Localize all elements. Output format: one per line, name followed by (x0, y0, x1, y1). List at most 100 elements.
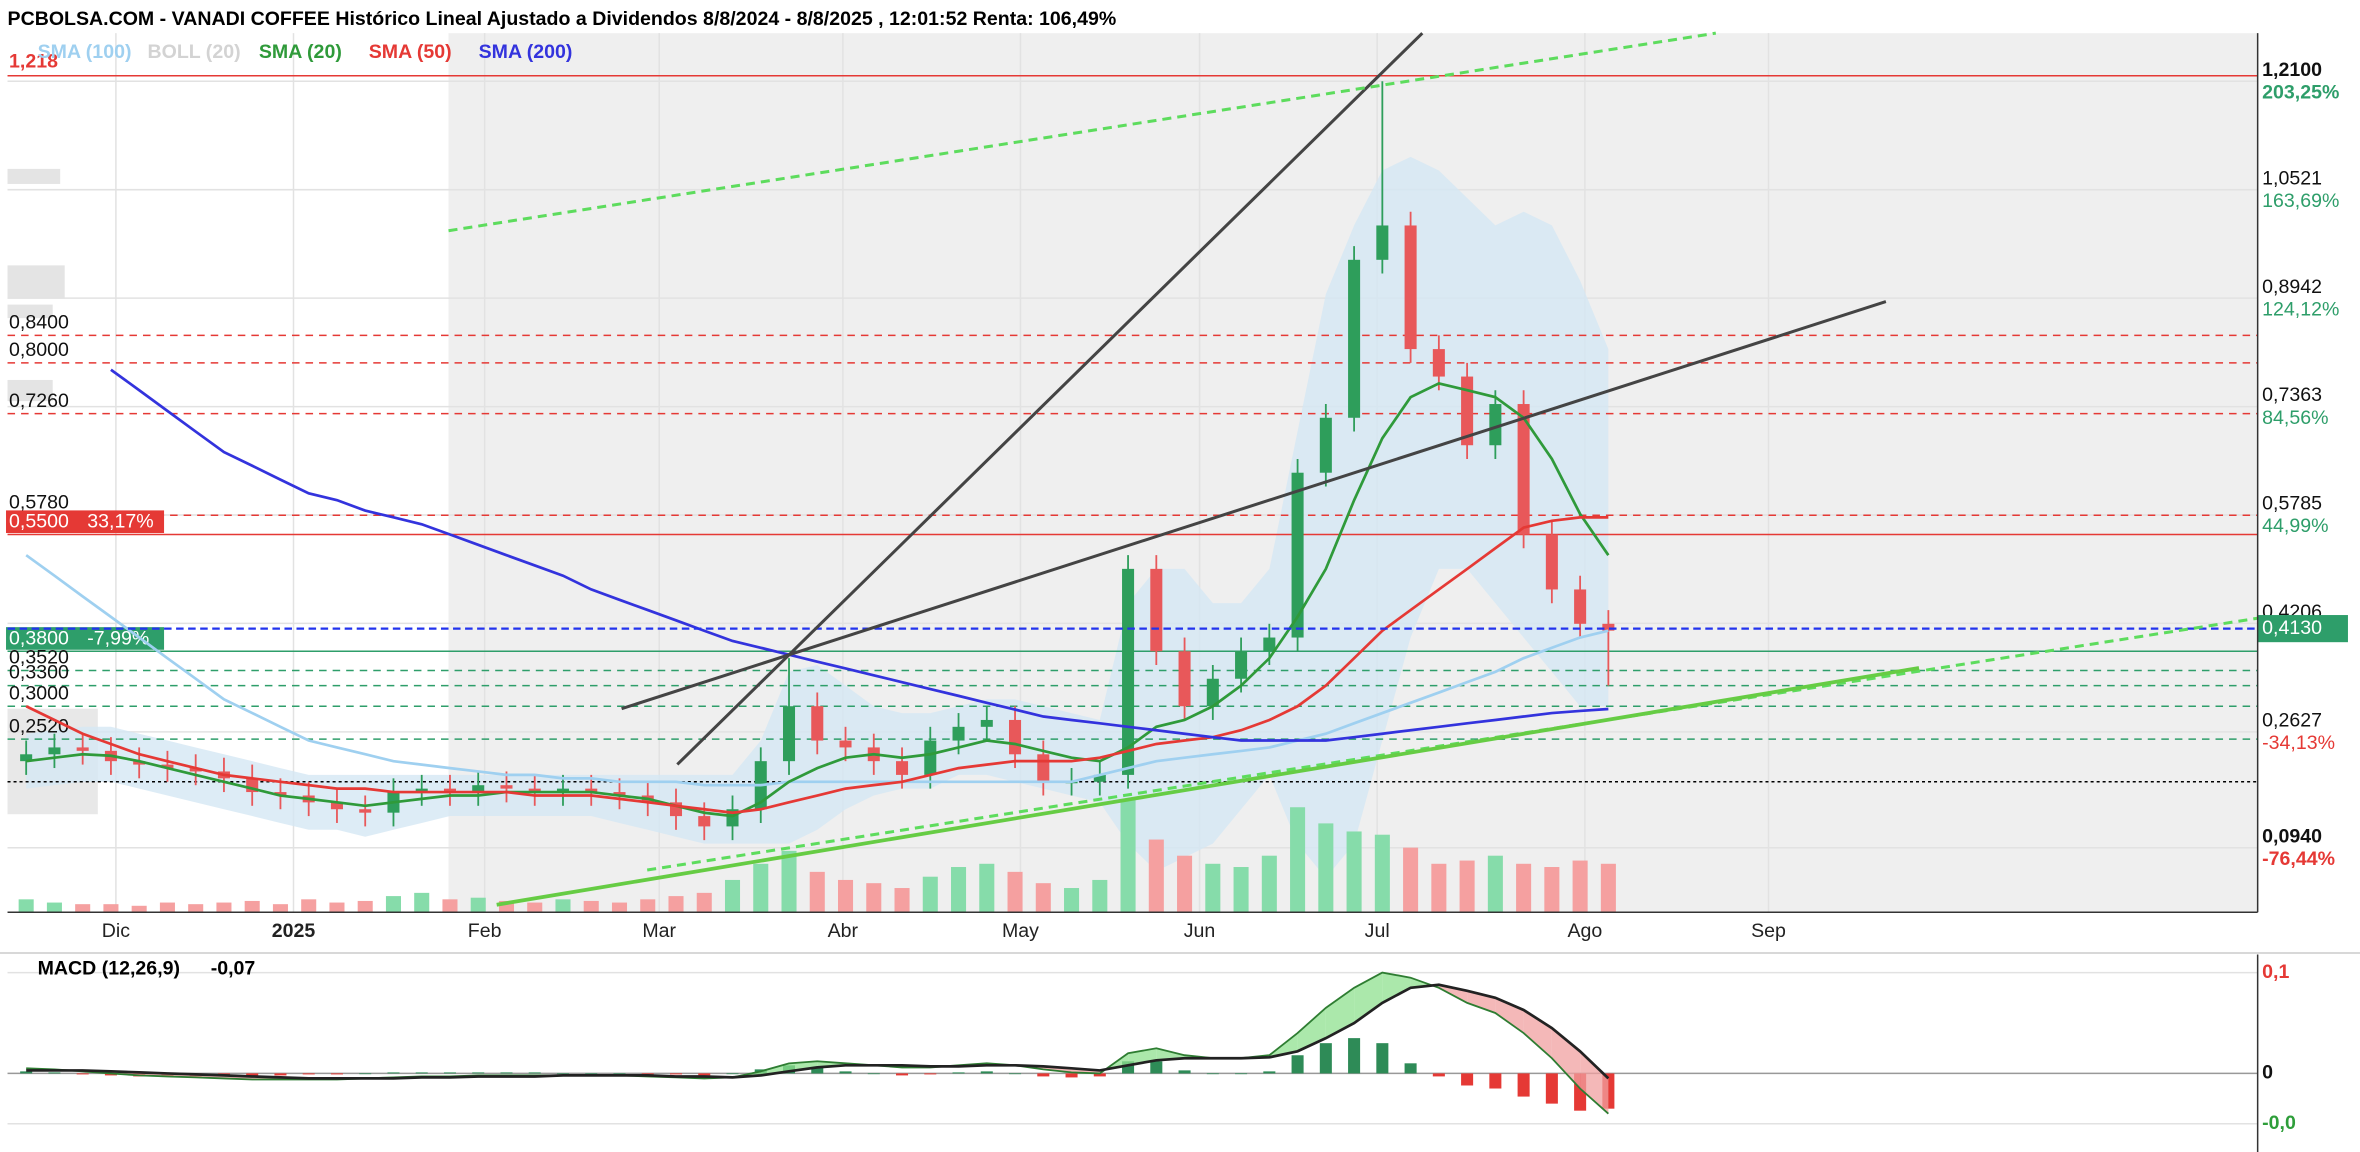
histogram-bar (1150, 1061, 1163, 1074)
volume-bar (1516, 863, 1532, 913)
y-tick-label: 0,2627 (2262, 709, 2322, 731)
volume-bar (1431, 863, 1447, 913)
sma-line (25, 554, 1609, 787)
volume-bar (414, 892, 430, 913)
trend-line (621, 300, 1887, 711)
histogram-bar (1404, 1063, 1417, 1074)
x-tick-label: Jun (1184, 920, 1216, 942)
candle-body (1348, 259, 1361, 418)
candle-body (1517, 404, 1530, 535)
level-label: 0,3000 (9, 682, 69, 704)
drawings-layer (448, 31, 2258, 907)
candle-body (1461, 376, 1474, 446)
level-label: 0,2520 (9, 715, 69, 737)
volume-bar (357, 900, 373, 913)
x-tick-label: Jul (1365, 920, 1390, 942)
x-tick-label: Sep (1751, 920, 1786, 942)
candle-body (20, 754, 33, 762)
candle-body (1235, 651, 1248, 679)
sma-line (26, 382, 1610, 818)
histogram-bar (1461, 1073, 1474, 1086)
volume-bar (527, 902, 543, 913)
histogram-bar (48, 1072, 61, 1074)
macd-fill (1495, 997, 1524, 1034)
histogram-bar (443, 1072, 456, 1074)
histogram-bar (980, 1071, 993, 1074)
histogram-bar (613, 1073, 626, 1075)
last-price-box (2257, 615, 2348, 643)
histogram-bar (1065, 1073, 1078, 1078)
volume-bar (696, 892, 712, 913)
volume-bar (555, 899, 571, 913)
histogram-bar (698, 1073, 711, 1076)
candle-body (980, 719, 993, 727)
y-tick-change: 44,99% (2262, 515, 2328, 537)
histogram-bar (1178, 1070, 1191, 1074)
support-line (496, 666, 1920, 907)
histogram-bar (359, 1073, 372, 1075)
last-price-label: 0,4130 (2262, 617, 2322, 639)
x-tick-label: May (1002, 920, 1039, 942)
histogram-bar (1235, 1073, 1248, 1075)
macd-fill (789, 1061, 818, 1072)
legend-entry: SMA (100) (38, 41, 132, 63)
volume-bar (894, 888, 910, 913)
volume-bar (75, 904, 91, 913)
volume-bar (1374, 834, 1390, 913)
y-tick-change: 124,12% (2262, 298, 2339, 320)
volume-bar (301, 899, 317, 913)
volume-profile (7, 304, 53, 319)
volume-bar (1318, 823, 1334, 913)
level-label: 0,5780 (9, 491, 69, 513)
volume-bar (1035, 883, 1051, 913)
chart-title: PCBOLSA.COM - VANADI COFFEE Histórico Li… (8, 8, 1117, 30)
x-tick-label: Feb (468, 920, 502, 942)
volume-bar (188, 904, 204, 913)
histogram-bar (104, 1073, 117, 1076)
x-tick-label: Mar (642, 920, 676, 942)
x-tick-label: Dic (102, 920, 130, 942)
candle-body (48, 747, 61, 755)
level-label: 0,3800 (9, 627, 69, 649)
histogram-bar (528, 1072, 541, 1074)
y-tick-label: 0 (2262, 1062, 2273, 1084)
volume-bar (1092, 879, 1108, 913)
candle-body (1009, 719, 1022, 755)
x-tick-label: Ago (1567, 920, 1602, 942)
y-tick-label: 0,8942 (2262, 276, 2322, 298)
candle-body (1489, 404, 1502, 446)
candle-body (415, 788, 428, 793)
macd-fill (1580, 1051, 1609, 1114)
y-tick-label: 0,5785 (2262, 493, 2322, 515)
candle-body (1545, 534, 1558, 590)
trend-line (676, 32, 1424, 766)
macd-value: -0,07 (211, 958, 256, 980)
y-tick-change: 163,69% (2262, 190, 2339, 212)
level-label-box (6, 627, 165, 650)
histogram-bar (726, 1073, 739, 1075)
macd-fill (1551, 1028, 1581, 1089)
legend-entry: BOLL (20) (148, 41, 241, 63)
candle-body (133, 761, 146, 765)
level-label: 0,3300 (9, 662, 69, 684)
volume-bar (951, 867, 967, 913)
histogram-bar (1348, 1038, 1361, 1074)
candle-body (359, 809, 372, 813)
volume-bar (131, 905, 147, 913)
volume-bar (1148, 839, 1164, 913)
level-label: 0,5500 (9, 511, 69, 533)
candle-body (472, 785, 485, 793)
volume-bar (1120, 799, 1136, 913)
legend-entry: SMA (50) (369, 41, 452, 63)
y-tick-change: 84,56% (2262, 407, 2328, 429)
y-tick-label: 1,0521 (2262, 167, 2322, 189)
candle-body (698, 816, 711, 827)
volume-bar (470, 897, 486, 913)
volume-bar (753, 863, 769, 913)
histogram-bar (839, 1071, 852, 1074)
histogram-bar (20, 1071, 33, 1074)
histogram-bar (1376, 1043, 1389, 1074)
histogram-bar (1432, 1073, 1445, 1077)
